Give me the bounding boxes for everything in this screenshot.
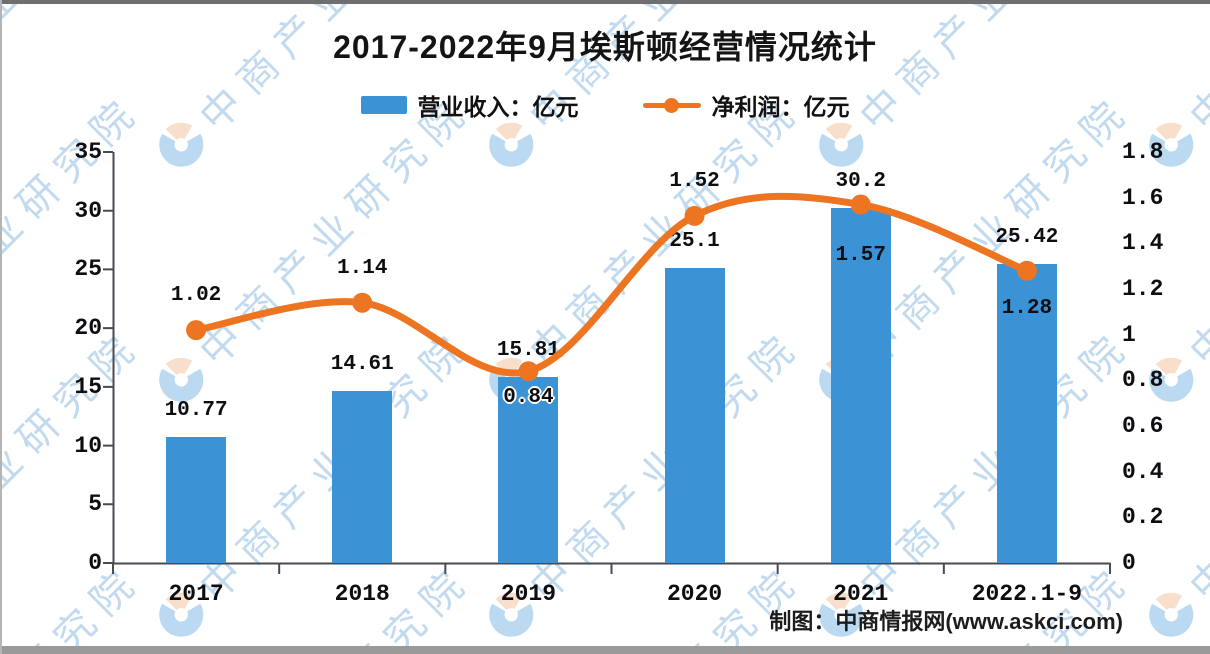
axis-tick-label-right: 1.2	[1122, 276, 1164, 302]
axis-tick-label-left: 15	[74, 373, 102, 400]
axis-tick-label-right: 1.4	[1122, 230, 1164, 257]
axis-tick-label-left: 10	[74, 432, 102, 459]
axis-tick-label-right: 1.6	[1122, 184, 1164, 211]
x-axis-label: 2017	[168, 581, 224, 607]
axis-tick-label-right: 0.2	[1122, 504, 1164, 531]
bar-2017	[166, 436, 227, 563]
line-value-label: 1.57	[835, 243, 886, 267]
line-path	[192, 192, 1031, 377]
line-value-label: 1.28	[1001, 296, 1053, 320]
bar-value-label: 25.1	[669, 230, 720, 254]
bar-value-label: 10.77	[164, 398, 228, 422]
axis-tick-label-left: 35	[74, 139, 102, 165]
bar-2020	[664, 268, 725, 563]
axis-tick-label-left: 0	[88, 550, 102, 576]
line-marker	[186, 320, 207, 341]
legend-item-profit: 净利润：亿元	[642, 88, 850, 122]
bar-2019	[498, 377, 559, 563]
bar-swatch-icon	[360, 96, 407, 114]
axis-tick-label-left: 30	[74, 197, 102, 224]
axis-tick-label-right: 0.4	[1122, 458, 1164, 485]
line-value-label: 1.02	[170, 284, 222, 308]
left-border	[0, 0, 2, 654]
axis-tick-label-right: 0.8	[1122, 367, 1164, 394]
axis-tick-label-left: 25	[74, 256, 102, 283]
axis-lines	[103, 151, 1111, 574]
x-axis-label: 2020	[666, 581, 723, 607]
line-value-label: 0.84	[503, 386, 554, 410]
bar-value-label: 30.2	[835, 170, 886, 194]
bottom-border	[0, 646, 1210, 654]
x-axis-label: 2022.1-9	[971, 581, 1083, 607]
bar-2018	[332, 391, 393, 563]
axis-tick-label-right: 0.6	[1122, 413, 1164, 439]
axis-tick-label-left: 5	[88, 491, 102, 518]
x-axis-label: 2021	[833, 581, 889, 607]
credit-footer: 制图：中商情报网(www.askci.com)	[769, 609, 1123, 634]
axis-tick-label-right: 1.8	[1122, 139, 1164, 165]
legend-label-profit: 净利润：亿元	[711, 94, 850, 120]
axis-tick-label-right: 1	[1122, 321, 1136, 348]
axis-tick-label-left: 20	[74, 315, 102, 342]
x-axis-label: 2018	[334, 581, 390, 607]
legend-item-revenue: 营业收入：亿元	[360, 88, 579, 122]
bar-value-label: 14.61	[330, 353, 394, 377]
line-marker	[684, 205, 705, 226]
bar-value-label: 15.81	[496, 339, 560, 363]
bar-value-label: 25.42	[995, 226, 1059, 250]
line-value-label: 1.52	[669, 169, 720, 193]
legend: 营业收入：亿元 净利润：亿元	[0, 88, 1210, 122]
line-marker	[352, 292, 373, 313]
legend-label-revenue: 营业收入：亿元	[417, 94, 579, 120]
top-border	[0, 0, 1210, 4]
line-value-label: 1.14	[337, 256, 388, 280]
line-dot-icon	[642, 95, 701, 115]
x-axis-label: 2019	[500, 581, 557, 607]
chart-title: 2017-2022年9月埃斯顿经营情况统计	[333, 29, 877, 65]
axis-tick-label-right: 0	[1122, 550, 1136, 576]
